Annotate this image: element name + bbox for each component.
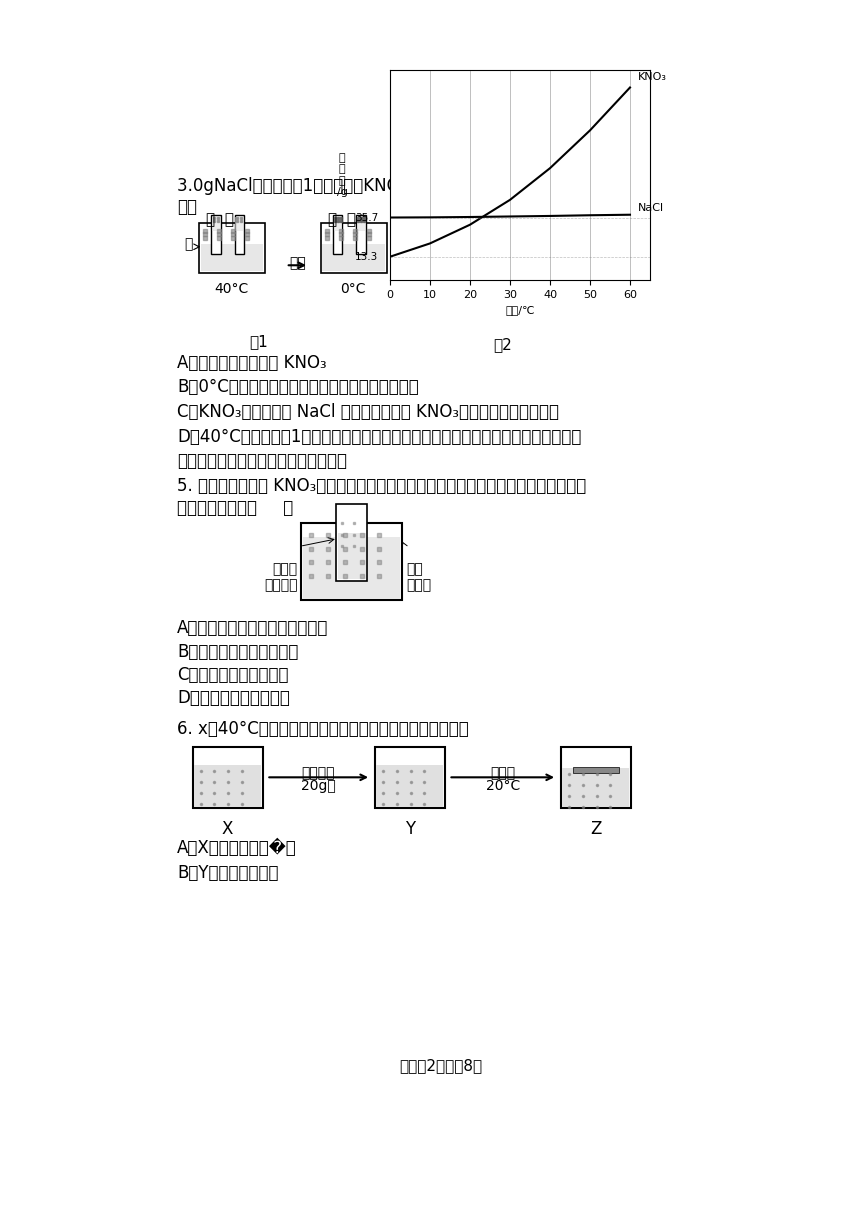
Text: 20g水: 20g水 (301, 779, 335, 793)
Bar (377, 765, 443, 806)
Bar (336, 503, 367, 581)
Text: D．试管内水的质量不变: D．试管内水的质量不变 (177, 688, 290, 706)
X-axis label: 温度/℃: 温度/℃ (506, 305, 535, 315)
Bar (375, 747, 445, 809)
Bar (301, 523, 402, 601)
Bar (212, 215, 221, 254)
Text: 图1: 图1 (249, 334, 268, 349)
Bar (303, 537, 401, 598)
Text: 3.0gNaCl固体，按图1进行实验（KNO₃和 NaCl 的溶解度曲线如图2），下列说法正确: 3.0gNaCl固体，按图1进行实验（KNO₃和 NaCl 的溶解度曲线如图2）… (177, 176, 636, 195)
Text: 水: 水 (184, 237, 193, 252)
Text: Z: Z (590, 821, 601, 839)
Bar (338, 534, 366, 580)
Bar (236, 216, 243, 231)
Text: C．硝酸钾的溶解度不变: C．硝酸钾的溶解度不变 (177, 665, 289, 683)
Text: B．Y可能是饱和溶液: B．Y可能是饱和溶液 (177, 863, 279, 882)
Text: A．X一定是不饱和�液: A．X一定是不饱和�液 (177, 839, 297, 857)
Text: B．试管内溶液总质量不变: B．试管内溶液总质量不变 (177, 642, 298, 660)
Bar (561, 747, 630, 809)
Text: 溶质质量大于乙中加入对应的溶质质量: 溶质质量大于乙中加入对应的溶质质量 (177, 452, 347, 471)
Text: X: X (222, 821, 233, 839)
Text: A．甲中加入的固体是 KNO₃: A．甲中加入的固体是 KNO₃ (177, 354, 327, 372)
Bar (194, 765, 261, 806)
Text: 20°C: 20°C (486, 779, 520, 793)
Text: 冰水
混合物: 冰水 混合物 (406, 562, 431, 592)
Text: 甲  乙: 甲 乙 (328, 212, 355, 227)
Text: 甲  乙: 甲 乙 (206, 212, 234, 227)
Text: 恒温蒸发: 恒温蒸发 (302, 766, 335, 779)
Bar (199, 223, 265, 272)
Text: D．40°C时，若使图1中甲、乙试管内的溶液恰好变为相应饱和溶液，甲中加入对应的: D．40°C时，若使图1中甲、乙试管内的溶液恰好变为相应饱和溶液，甲中加入对应的 (177, 428, 581, 446)
Text: KNO₃: KNO₃ (638, 72, 667, 83)
Bar (334, 216, 341, 231)
Bar (333, 215, 342, 254)
Text: 试卷第2页，共8页: 试卷第2页，共8页 (399, 1058, 482, 1074)
Text: C．KNO₃中含有少量 NaCl 杂质，可用冷却 KNO₃热饱和溶液的方法提纯: C．KNO₃中含有少量 NaCl 杂质，可用冷却 KNO₃热饱和溶液的方法提纯 (177, 402, 559, 421)
Text: 6. x是40°C的硝酸钾溶液，进行如下操作后，判断错误的是: 6. x是40°C的硝酸钾溶液，进行如下操作后，判断错误的是 (177, 720, 469, 738)
Bar (356, 215, 366, 254)
Text: 饱和硝
酸钾溶液: 饱和硝 酸钾溶液 (264, 562, 298, 592)
Text: 溶
解
度
/g: 溶 解 度 /g (336, 152, 347, 197)
Text: 0°C: 0°C (341, 282, 366, 297)
Text: 13.3: 13.3 (354, 252, 378, 261)
Text: A．试管内溶液中溶质的质量不变: A．试管内溶液中溶质的质量不变 (177, 619, 329, 637)
Bar (321, 223, 386, 272)
Text: 5. 常温下，将盛有 KNO₃饱和溶液的试管插入盛有冰水混合物的烧杯中，如图所示，下: 5. 常温下，将盛有 KNO₃饱和溶液的试管插入盛有冰水混合物的烧杯中，如图所示… (177, 477, 587, 495)
Text: 晶体: 晶体 (390, 237, 407, 252)
Bar (573, 766, 619, 772)
Text: 降温: 降温 (289, 257, 306, 270)
Text: Y: Y (405, 821, 415, 839)
Text: 图2: 图2 (494, 337, 512, 351)
Text: 35.7: 35.7 (354, 213, 378, 223)
Bar (322, 244, 385, 271)
Bar (357, 216, 365, 231)
Bar (212, 216, 220, 231)
Bar (200, 244, 263, 271)
Text: 40°C: 40°C (214, 282, 249, 297)
Bar (562, 769, 629, 806)
Text: 的是: 的是 (177, 198, 197, 216)
Text: B．0°C时，甲中溶液可能饱和，乙中溶液一定饱和: B．0°C时，甲中溶液可能饱和，乙中溶液一定饱和 (177, 378, 419, 396)
Bar (193, 747, 262, 809)
Bar (235, 215, 244, 254)
Text: 降温至: 降温至 (490, 766, 515, 779)
Text: 列说法正确的是（     ）: 列说法正确的是（ ） (177, 499, 293, 517)
Text: NaCl: NaCl (638, 203, 664, 213)
